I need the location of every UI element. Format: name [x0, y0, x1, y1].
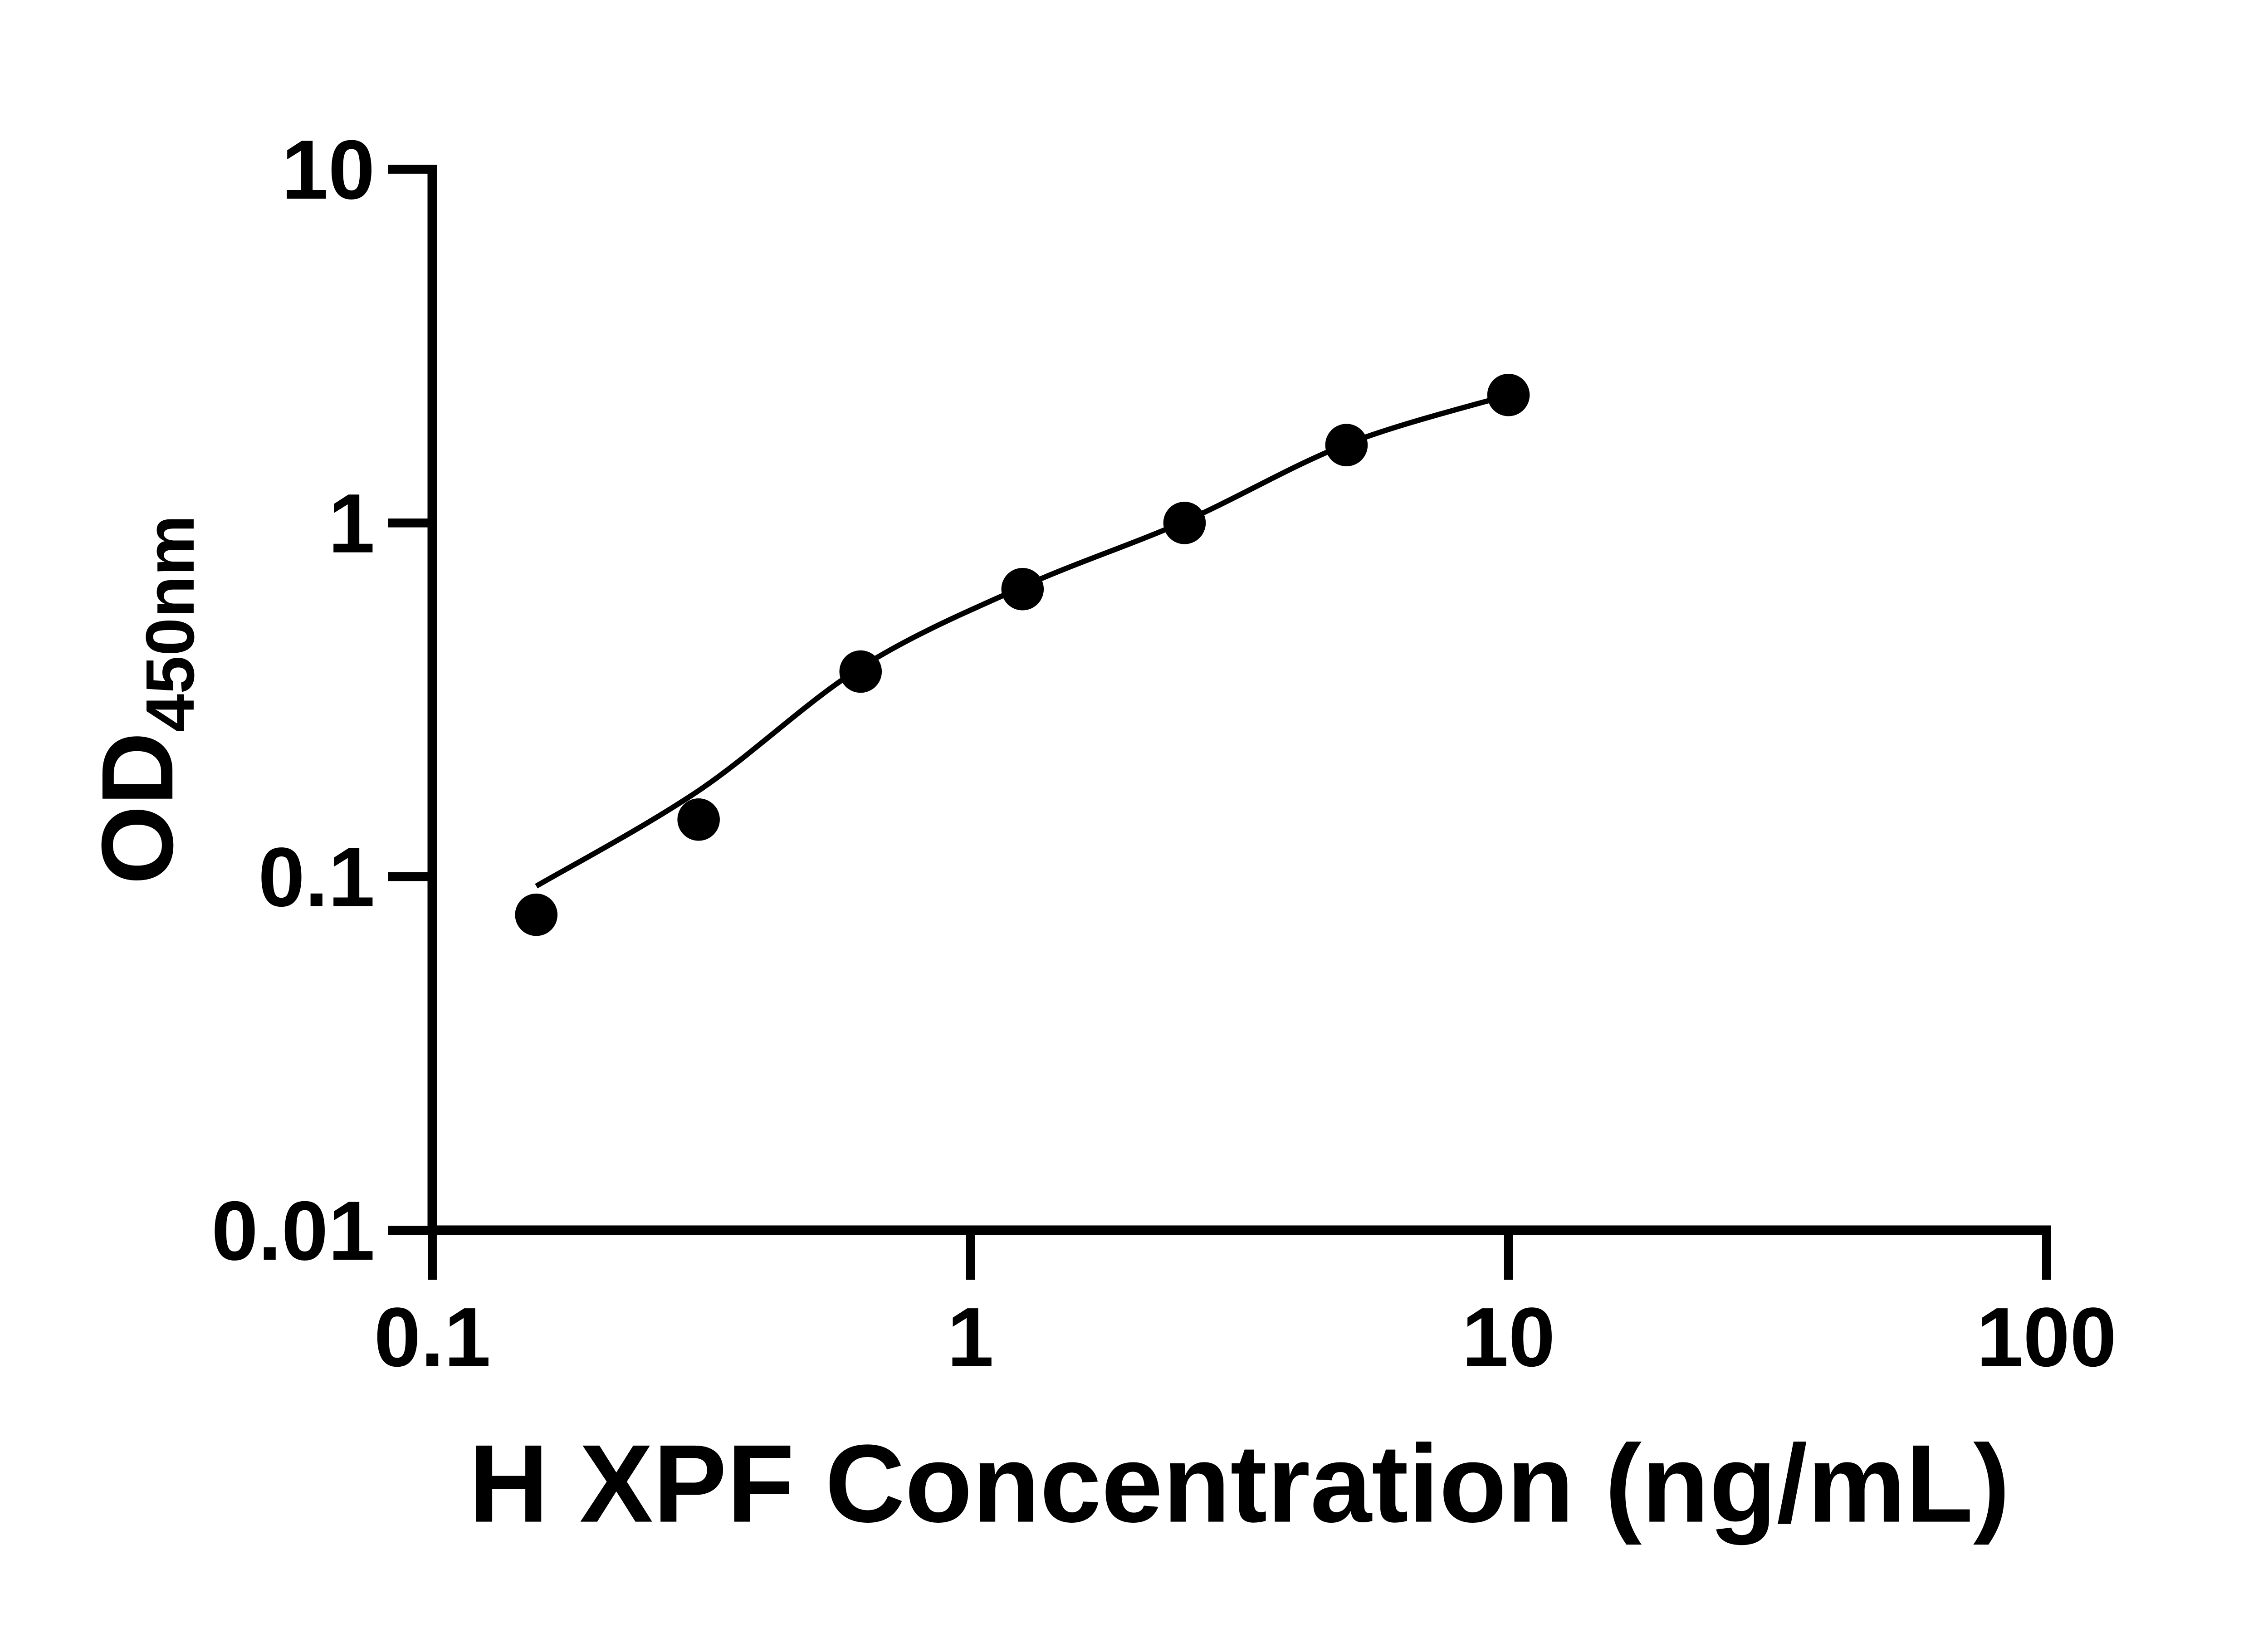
x-tick-label: 1	[947, 1291, 994, 1384]
y-axis-title: OD450nm	[80, 515, 209, 885]
y-tick-label: 10	[282, 123, 375, 217]
data-point	[515, 893, 558, 936]
x-axis-title: H XPF Concentration (ng/mL)	[469, 1422, 2010, 1545]
y-tick-label: 0.1	[258, 830, 375, 924]
x-tick-label: 0.1	[374, 1291, 491, 1384]
data-point	[1325, 424, 1368, 466]
data-point	[1163, 502, 1206, 544]
data-point	[677, 798, 720, 841]
y-tick-label: 0.01	[211, 1184, 375, 1278]
x-tick-label: 10	[1462, 1291, 1555, 1384]
axes	[427, 165, 2051, 1236]
x-tick-label: 100	[1976, 1291, 2116, 1384]
data-point	[1001, 567, 1044, 611]
data-point	[1487, 373, 1530, 416]
data-point	[839, 650, 882, 693]
y-tick-label: 1	[328, 477, 375, 571]
